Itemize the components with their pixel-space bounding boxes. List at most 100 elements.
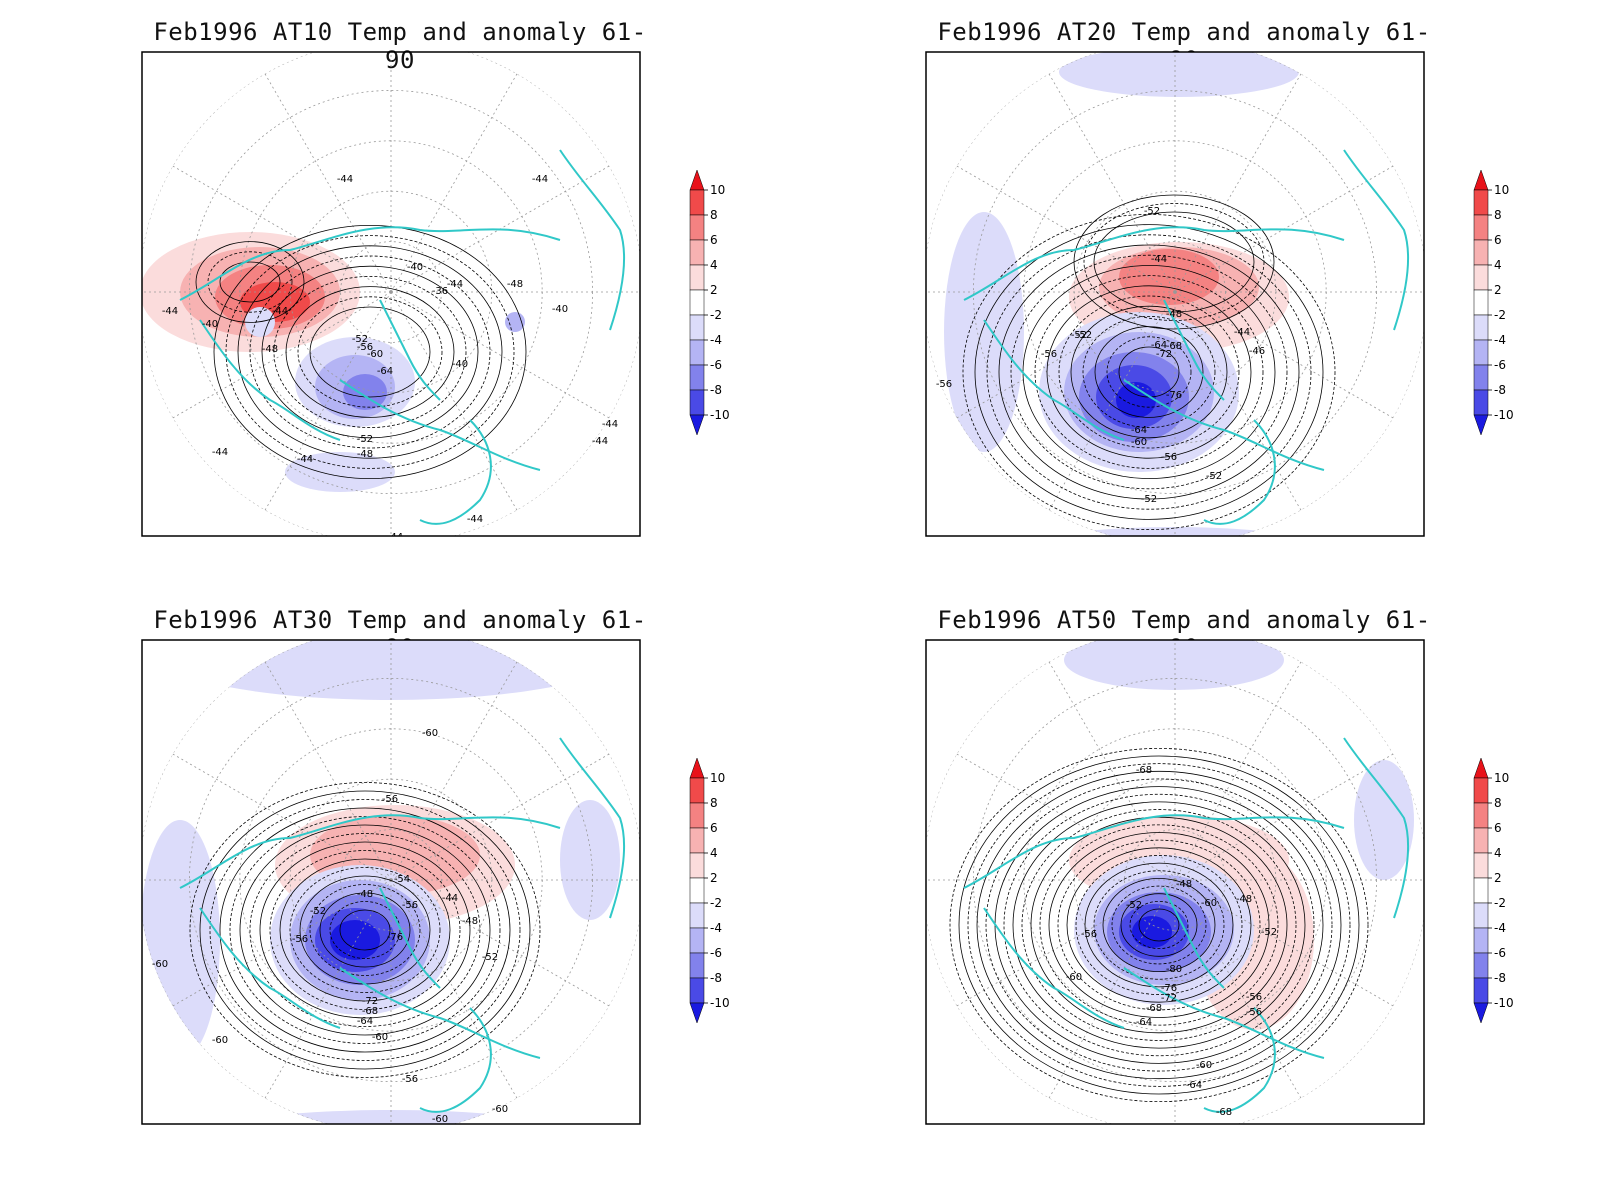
colorbar-label: -6 [1494,358,1506,372]
contour-label: -48 [1236,894,1252,905]
anomaly-region [150,640,630,700]
anomaly-region [1354,760,1414,880]
temperature-contour [1010,254,1288,490]
contour-label: -68 [1136,765,1152,776]
contour-label: -60 [432,1114,448,1125]
meridian-line [956,165,1176,293]
colorbar-label: 10 [710,771,725,785]
contour-label: -40 [552,304,568,315]
colorbar-swatch [1473,289,1489,316]
contour-label: -52 [1141,494,1157,505]
colorbar-arrow-top [1473,169,1489,191]
contour-label: -64 [1186,1080,1202,1091]
map-frame [925,51,1425,537]
temperature-contour [1094,326,1204,418]
contour-label: -60 [422,728,438,739]
temperature-contour [239,824,491,1036]
colorbar-label: 8 [1494,208,1502,222]
colorbar-swatch [689,802,705,829]
meridian-line [956,291,1176,419]
contour-label: -44 [162,306,178,317]
contour-label: -46 [1249,346,1265,357]
temperature-contour [1093,211,1255,313]
meridian-line [172,291,392,419]
contour-label: -64 [1151,340,1167,351]
polar-map-at10: -44-44-44-44-44-44-40-40-40-36-48-48-52-… [141,51,641,543]
temperature-contour [219,807,511,1053]
colorbar-label: -10 [1494,408,1514,422]
coastline [1203,1007,1276,1113]
colorbar-arrow-bottom [689,1002,705,1024]
temperature-contour [985,778,1333,1072]
anomaly-region [1064,640,1284,690]
meridian-line [172,879,392,1007]
colorbar-label: -2 [1494,308,1506,322]
colorbar-arrow-top [689,169,705,191]
colorbar-swatch [1473,852,1489,879]
colorbar-swatch [689,214,705,241]
colorbar-swatch [689,977,705,1004]
meridian-line [1174,291,1302,511]
colorbar-swatch [1473,364,1489,391]
contour-label: -44 [387,532,403,543]
temperature-contour [249,833,481,1027]
temperature-contour [261,265,479,439]
colorbar-label: -8 [1494,971,1506,985]
coastline [379,299,441,401]
anomaly-region [142,820,220,1060]
panel-at20: Feb1996 AT20 Temp and anomaly 61-90 -52-… [924,0,1600,560]
temperature-contour [195,241,305,323]
contour-label: -56 [1041,349,1057,360]
colorbar-swatch [689,877,705,904]
contour-label: -60 [212,1035,228,1046]
contour-label: -72 [1156,349,1172,360]
temperature-contour [1111,885,1207,965]
temperature-contour [949,747,1369,1103]
contour-label: -40 [407,262,423,273]
temperature-contour [297,296,443,408]
contour-label: -48 [507,279,523,290]
colorbar-swatch [689,364,705,391]
temperature-contour [213,224,527,479]
colorbar-swatch [689,827,705,854]
colorbar-swatch [689,189,705,216]
temperature-contour [998,244,1300,500]
meridian-line [1174,661,1302,881]
colorbar-label: 2 [1494,871,1502,885]
coastline [1163,299,1225,401]
contour-label: -54 [394,874,410,885]
contour-label: -52 [1076,330,1092,341]
temperature-contour [269,850,461,1010]
colorbar-at30: 10 8 6 4 2 -2 -4 -6 -8 -10 [689,757,730,1024]
contour-label: -64 [377,366,393,377]
contour-label: -60 [367,349,383,360]
anomaly-region [343,374,387,410]
colorbar-label: 4 [710,258,718,272]
contour-label: -48 [357,889,373,900]
map-frame [141,51,641,537]
polar-map-at50: -68-48-52 -60 -48-52-56-60-80-76-72-68-64-… [925,639,1425,1125]
colorbar-swatch [689,902,705,929]
coastline [419,419,492,525]
coastline [179,226,561,301]
contour-label: -56 [1246,1007,1262,1018]
anomaly-region [190,1110,590,1124]
meridian-line [264,661,392,881]
colorbar-swatch [689,927,705,954]
temperature-contour [273,275,467,428]
contour-label: -76 [1166,390,1182,401]
temperature-contour [976,770,1342,1080]
coastline [339,967,541,1059]
contour-label: -52 [1261,927,1277,938]
colorbar-label: -8 [710,971,722,985]
contour-label: -44 [467,514,483,525]
anomaly-region [560,800,620,920]
temperature-contour [199,790,531,1070]
meridian-line [1048,661,1176,881]
panel-at50: Feb1996 AT50 Temp and anomaly 61-90 -68-… [924,588,1600,1148]
anomaly-region [505,312,525,332]
temperature-contour [1021,809,1297,1041]
meridian-line [390,291,610,419]
temperature-contour [289,867,441,993]
temperature-contour [1034,275,1264,469]
